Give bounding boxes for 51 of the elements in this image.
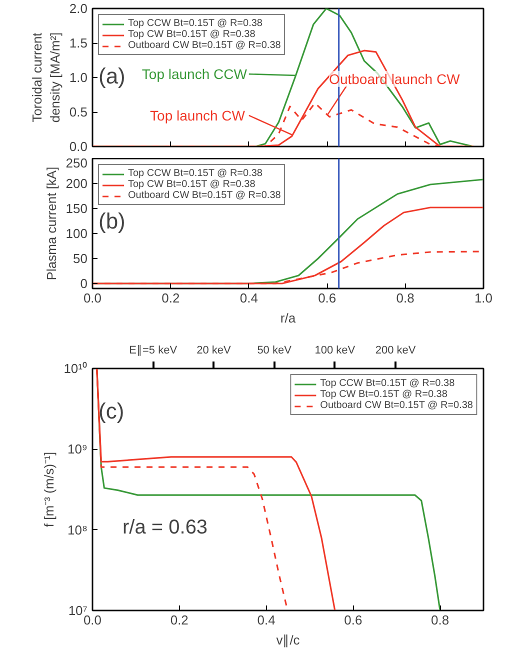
y-tick-label: 10¹⁰ (64, 361, 88, 376)
y-tick-label: 0.5 (69, 104, 88, 120)
legend-label: Top CW Bt=0.15T @ R=0.38 (128, 179, 256, 190)
x-tick-label: 0.2 (162, 290, 180, 306)
x-tick-label: 0.6 (344, 612, 362, 628)
annotation: (c) (98, 398, 124, 424)
y-tick-label: 10⁹ (67, 442, 88, 457)
text: 200 keV (375, 344, 416, 356)
annotation: Top launch CCW (142, 66, 248, 82)
x-tick-label: 0.4 (257, 612, 276, 628)
annotation: Outboard launch CW (329, 70, 461, 87)
y-axis-title: f [m⁻³ (m/s)⁻¹] (42, 452, 57, 528)
text: 20 keV (196, 344, 232, 356)
y-axis-title: Plasma current [kA] (44, 166, 59, 280)
y-axis-title: Toroidal current density [MA/m²] (29, 32, 62, 123)
text: E∥=5 keV (129, 344, 178, 356)
legend-label: Top CW Bt=0.15T @ R=0.38 (320, 389, 448, 400)
x-tick-label: 0.0 (83, 290, 102, 306)
y-tick-label: 0.0 (69, 139, 88, 154)
y-tick-label: 2.0 (69, 1, 88, 16)
x-axis-title: v∥/c (276, 632, 300, 648)
text: 100 keV (314, 344, 356, 356)
text: 50 keV (257, 344, 292, 356)
legend-label: Outboard CW Bt=0.15T @ R=0.38 (128, 40, 281, 51)
y-tick-label: 200 (66, 176, 88, 191)
legend-label: Outboard CW Bt=0.15T @ R=0.38 (128, 190, 281, 201)
x-axis-title: r/a (280, 310, 296, 326)
annotation: r/a = 0.63 (122, 516, 208, 538)
x-tick-label: 0.0 (83, 612, 102, 628)
legend-label: Top CCW Bt=0.15T @ R=0.38 (128, 168, 262, 179)
y-tick-label: 50 (73, 251, 88, 266)
y-tick-label: 10⁸ (68, 522, 88, 538)
x-tick-label: 0.4 (240, 290, 258, 306)
legend-label: Top CW Bt=0.15T @ R=0.38 (128, 29, 256, 40)
annotation: (a) (98, 64, 126, 88)
y-tick-label: 250 (66, 156, 88, 170)
legend-label: Top CCW Bt=0.15T @ R=0.38 (320, 378, 455, 389)
x-tick-label: 0.8 (396, 290, 414, 306)
annotation: Top launch CW (150, 107, 246, 124)
annotation: (b) (98, 208, 126, 234)
x-tick-label: 0.6 (318, 290, 336, 306)
x-tick-label: 0.8 (431, 612, 450, 628)
x-tick-label: 0.2 (170, 612, 188, 628)
x-tick-label: 1.0 (474, 290, 493, 306)
y-tick-label: 1.0 (69, 70, 88, 85)
y-tick-label: 0 (80, 276, 88, 291)
legend-label: Outboard CW Bt=0.15T @ R=0.38 (320, 400, 473, 411)
y-tick-label: 1.5 (69, 36, 88, 50)
legend-label: Top CCW Bt=0.15T @ R=0.38 (128, 18, 262, 29)
y-tick-label: 150 (66, 201, 88, 216)
y-tick-label: 100 (66, 226, 88, 241)
